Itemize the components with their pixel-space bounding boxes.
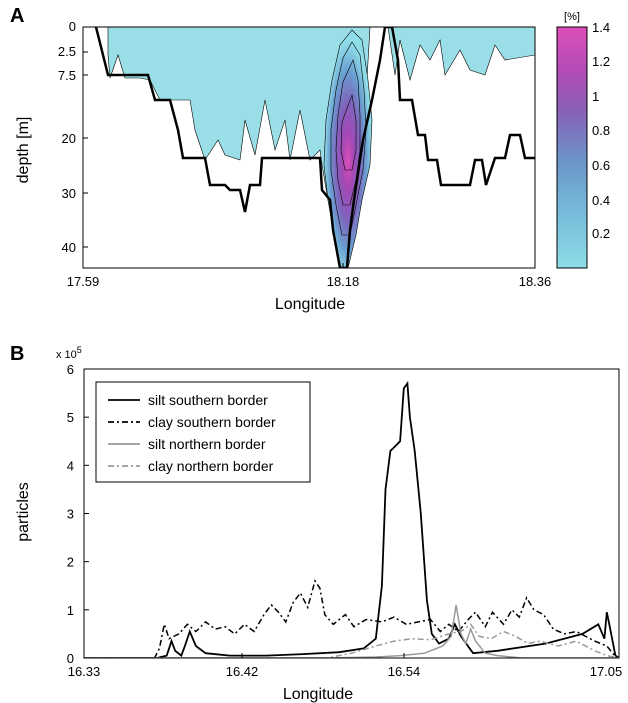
plume-contour-2 [335,59,361,206]
b-xlabel: Longitude [283,686,353,703]
legend-label-3: clay northern border [148,458,274,474]
panel-a-x-ticks: 17.59 18.18 18.36 [67,263,552,289]
b-xtick-1: 16.42 [226,664,259,679]
b-xtick-0: 16.33 [68,664,101,679]
contour-plot [94,27,535,268]
legend-label-0: silt southern border [148,392,268,408]
a-xtick-0: 17.59 [67,274,100,289]
cb-tick-6: 1.4 [592,20,610,35]
panel-b-series [84,380,619,658]
a-ytick-2: 7.5 [58,68,76,83]
legend-label-2: silt northern border [148,436,266,452]
concentration-field [107,27,535,268]
cb-tick-5: 1.2 [592,54,610,69]
panel-a-y-ticks: 0 2.5 7.5 20 30 40 [58,19,88,255]
a-ytick-1: 2.5 [58,44,76,59]
legend-label-1: clay southern border [148,414,276,430]
b-ytick-3: 3 [67,507,74,522]
panel-b-frame [83,368,620,659]
series-line-1 [84,579,618,658]
b-ytick-0: 0 [67,651,74,666]
cb-tick-4: 1 [592,89,599,104]
series-line-2 [84,604,619,658]
b-ytick-2: 2 [67,555,74,570]
cb-tick-0: 0.2 [592,226,610,241]
b-ytick-6: 6 [67,362,74,377]
bathymetry-line [94,27,535,268]
a-xtick-2: 18.36 [519,274,552,289]
a-ytick-3: 20 [62,131,76,146]
colorbar [556,26,588,269]
series-line-0 [84,380,619,658]
series-line-3 [84,623,619,658]
a-ytick-0: 0 [69,19,76,34]
cb-tick-3: 0.8 [592,123,610,138]
panel-a-letter: A [10,5,24,27]
b-ytick-1: 1 [67,603,74,618]
panel-b-x-ticks: 16.33 16.42 16.54 17.05 [68,653,623,679]
panel-b-y-ticks: 0 1 2 3 4 5 6 [67,362,89,666]
a-ytick-4: 30 [62,186,76,201]
a-ytick-5: 40 [62,240,76,255]
legend: silt southern border clay southern border… [95,381,311,483]
b-ytick-5: 5 [67,410,74,425]
plume-contour-1 [330,41,367,236]
a-ylabel: depth [m] [15,117,32,184]
panel-b-letter: B [10,343,24,365]
panel-a-frame [82,26,536,269]
b-xtick-2: 16.54 [388,664,421,679]
cb-tick-2: 0.6 [592,158,610,173]
a-xtick-1: 18.18 [327,274,360,289]
cb-tick-1: 0.4 [592,193,610,208]
colorbar-ticks: 0.2 0.4 0.6 0.8 1 1.2 1.4 [592,20,610,241]
b-ytick-4: 4 [67,458,74,473]
b-ylabel: particles [15,482,32,542]
b-xtick-3: 17.05 [590,664,623,679]
plume-contour-3 [340,93,357,171]
colorbar-unit: [%] [564,11,580,23]
b-multiplier: x 105 [56,345,82,361]
a-xlabel: Longitude [275,296,345,313]
